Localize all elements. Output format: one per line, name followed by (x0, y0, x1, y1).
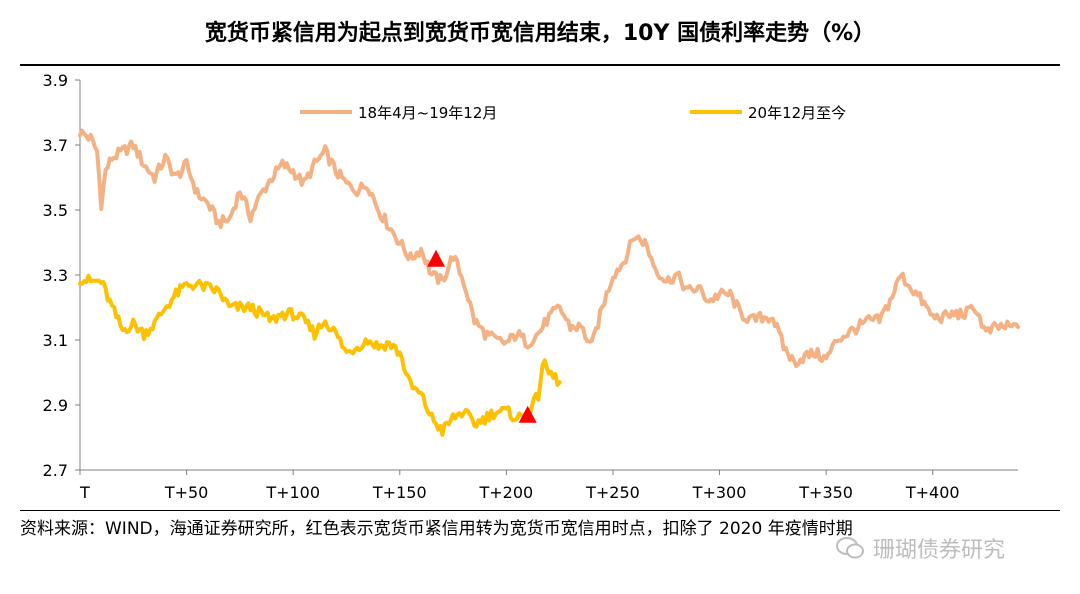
y-tick-label: 3.9 (43, 71, 68, 90)
triangle-marker-1 (427, 249, 446, 267)
triangle-marker-2 (518, 405, 537, 423)
legend-label-2: 20年12月至今 (748, 104, 846, 122)
wechat-icon (836, 537, 864, 559)
source-footnote: 资料来源：WIND，海通证券研究所，红色表示宽货币紧信用转为宽货币宽信用时点，扣… (20, 519, 853, 539)
y-tick-label: 3.1 (43, 331, 68, 350)
x-tick-label: T+300 (692, 483, 747, 502)
watermark-text: 珊瑚债券研究 (873, 538, 1006, 563)
x-tick-label: T+350 (798, 483, 853, 502)
chart-title: 宽货币紧信用为起点到宽货币宽信用结束，10Y 国债利率走势（%） (204, 21, 876, 46)
series-lines (78, 128, 1020, 437)
x-tick-label: T+150 (372, 483, 427, 502)
x-tick-label: T+200 (479, 483, 534, 502)
title-underline (20, 64, 1060, 66)
y-tick-label: 3.5 (43, 201, 68, 220)
x-tick-label: T+250 (585, 483, 640, 502)
series-line-1 (78, 128, 1020, 368)
axes (79, 80, 1018, 471)
y-tick-label: 2.7 (43, 461, 68, 480)
legend-label-1: 18年4月~19年12月 (358, 104, 497, 122)
y-tick-label: 2.9 (43, 396, 68, 415)
x-axis-ticks: T T+50 T+100 T+150 T+200 T+250 T+300 T+350 T+400 (79, 470, 960, 502)
y-tick-label: 3.7 (43, 136, 68, 155)
x-tick-label: T+50 (164, 483, 209, 502)
series-line-2 (78, 273, 562, 437)
legend: 18年4月~19年12月 20年12月至今 (300, 104, 846, 122)
x-tick-label: T+100 (265, 483, 320, 502)
x-tick-label: T (79, 483, 90, 502)
y-axis-ticks: 3.9 3.7 3.5 3.3 3.1 2.9 2.7 (43, 71, 80, 480)
x-tick-label: T+400 (905, 483, 960, 502)
watermark: 珊瑚债券研究 (835, 532, 1005, 564)
y-tick-label: 3.3 (43, 266, 68, 285)
footnote-rule (20, 510, 1060, 511)
event-markers (427, 249, 537, 423)
